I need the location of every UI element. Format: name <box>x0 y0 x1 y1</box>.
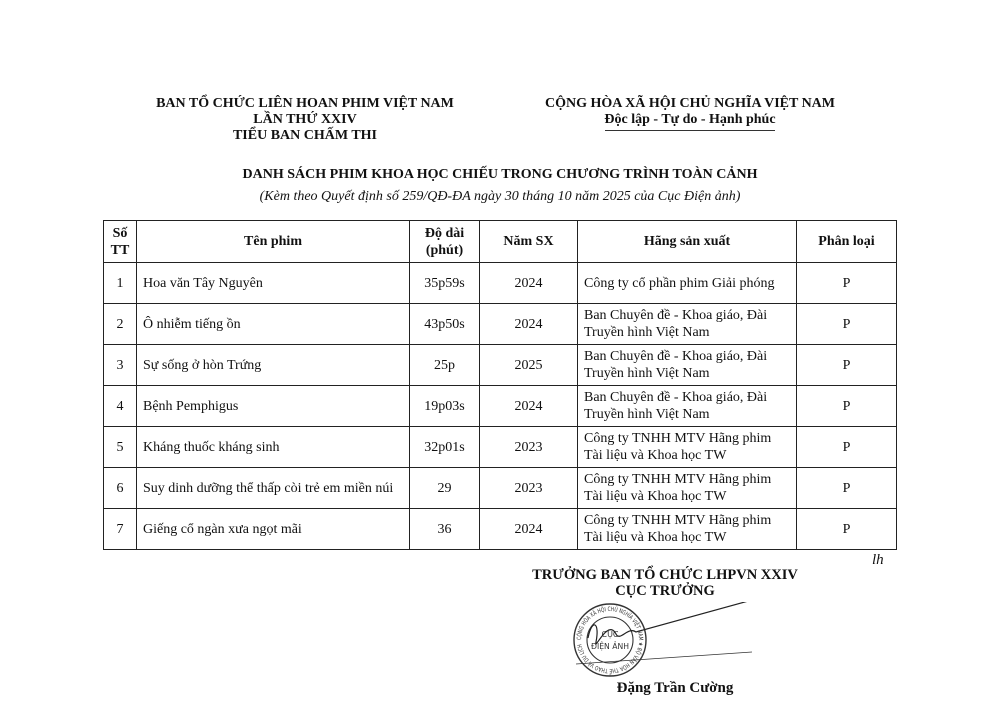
table-header-row: Số TT Tên phim Độ dài (phút) Năm SX Hãng s… <box>103 220 897 263</box>
cell-type: P <box>796 467 897 509</box>
svg-text:CỤC: CỤC <box>601 630 618 639</box>
cell-producer: Công ty TNHH MTV Hãng phim Tài liệu và K… <box>577 426 797 468</box>
cell-type: P <box>796 385 897 427</box>
national-header: CỘNG HÒA XÃ HỘI CHỦ NGHĨA VIỆT NAM Độc l… <box>510 96 870 131</box>
film-table: Số TT Tên phim Độ dài (phút) Năm SX Hãng s… <box>103 220 897 550</box>
country-name: CỘNG HÒA XÃ HỘI CHỦ NGHĨA VIỆT NAM <box>544 96 835 111</box>
cell-name: Bệnh Pemphigus <box>136 385 410 427</box>
signer-block: TRƯỞNG BAN TỔ CHỨC LHPVN XXIV CỤC TRƯỞNG <box>520 567 810 599</box>
cell-name: Giếng cổ ngàn xưa ngọt mãi <box>136 508 410 550</box>
initials-mark: lh <box>872 552 884 568</box>
svg-text:ĐIỆN ẢNH: ĐIỆN ẢNH <box>591 640 629 652</box>
cell-type: P <box>796 344 897 386</box>
table-row: 1 Hoa văn Tây Nguyên 35p59s 2024 Công ty cổ … <box>103 262 897 304</box>
table-row: 3 Sự sống ở hòn Trứng 25p 2025 Ban Chuyên đề… <box>103 344 897 386</box>
cell-name: Suy dinh dưỡng thể thấp còi trẻ em miền … <box>136 467 410 509</box>
cell-type: P <box>796 426 897 468</box>
cell-length: 19p03s <box>409 385 480 427</box>
signer-name: Đặng Trần Cường <box>616 680 734 696</box>
cell-producer: Ban Chuyên đề - Khoa giáo, Đài Truyền hì… <box>577 385 797 427</box>
signer-title: TRƯỞNG BAN TỔ CHỨC LHPVN XXIV <box>532 567 798 583</box>
cell-length: 43p50s <box>409 303 480 345</box>
motto: Độc lập - Tự do - Hạnh phúc <box>604 112 776 127</box>
cell-stt: 1 <box>103 262 137 304</box>
table-row: 7 Giếng cổ ngàn xưa ngọt mãi 36 2024 Công ty… <box>103 508 897 550</box>
cell-name: Kháng thuốc kháng sinh <box>136 426 410 468</box>
header-length: Độ dài (phút) <box>409 220 480 263</box>
cell-year: 2024 <box>479 385 578 427</box>
cell-producer: Công ty cổ phần phim Giải phóng <box>577 262 797 304</box>
cell-stt: 3 <box>103 344 137 386</box>
cell-stt: 4 <box>103 385 137 427</box>
cell-producer: Ban Chuyên đề - Khoa giáo, Đài Truyền hì… <box>577 344 797 386</box>
signature-scribble <box>587 602 748 645</box>
header-type: Phân loại <box>796 220 897 263</box>
cell-year: 2023 <box>479 426 578 468</box>
svg-text:CỘNG HÒA XÃ HỘI CHỦ NGHĨA VIỆT: CỘNG HÒA XÃ HỘI CHỦ NGHĨA VIỆT NAM ★ BỘ … <box>576 605 644 675</box>
motto-underline <box>605 130 775 131</box>
header-name: Tên phim <box>136 220 410 263</box>
cell-producer: Công ty TNHH MTV Hãng phim Tài liệu và K… <box>577 467 797 509</box>
cell-year: 2025 <box>479 344 578 386</box>
official-stamp: CỘNG HÒA XÃ HỘI CHỦ NGHĨA VIỆT NAM ★ BỘ … <box>573 602 753 677</box>
cell-year: 2024 <box>479 262 578 304</box>
issuer-line: TIỂU BAN CHẤM THI <box>232 128 378 143</box>
cell-producer: Ban Chuyên đề - Khoa giáo, Đài Truyền hì… <box>577 303 797 345</box>
cell-type: P <box>796 262 897 304</box>
cell-name: Hoa văn Tây Nguyên <box>136 262 410 304</box>
header-stt: Số TT <box>103 220 137 263</box>
document-title: DANH SÁCH PHIM KHOA HỌC CHIẾU TRONG CHƯƠ… <box>242 167 758 182</box>
cell-length: 29 <box>409 467 480 509</box>
header-producer: Hãng sản xuất <box>577 220 797 263</box>
cell-length: 35p59s <box>409 262 480 304</box>
cell-length: 25p <box>409 344 480 386</box>
issuer-header: BAN TỔ CHỨC LIÊN HOAN PHIM VIỆT NAM LẦN … <box>120 96 490 144</box>
cell-name: Ô nhiễm tiếng ồn <box>136 303 410 345</box>
table-row: 5 Kháng thuốc kháng sinh 32p01s 2023 Công ty… <box>103 426 897 468</box>
cell-length: 32p01s <box>409 426 480 468</box>
cell-type: P <box>796 508 897 550</box>
cell-stt: 6 <box>103 467 137 509</box>
cell-producer: Công ty TNHH MTV Hãng phim Tài liệu và K… <box>577 508 797 550</box>
cell-name: Sự sống ở hòn Trứng <box>136 344 410 386</box>
cell-year: 2024 <box>479 508 578 550</box>
issuer-line: LẦN THỨ XXIV <box>253 112 357 127</box>
issuer-line: BAN TỔ CHỨC LIÊN HOAN PHIM VIỆT NAM <box>156 96 454 111</box>
table-row: 6 Suy dinh dưỡng thể thấp còi trẻ em miền… <box>103 467 897 509</box>
cell-type: P <box>796 303 897 345</box>
header-year: Năm SX <box>479 220 578 263</box>
cell-stt: 2 <box>103 303 137 345</box>
document-subtitle: (Kèm theo Quyết định số 259/QĐ-ĐA ngày 3… <box>259 189 741 204</box>
signer-position: CỤC TRƯỞNG <box>615 583 715 599</box>
cell-year: 2024 <box>479 303 578 345</box>
cell-stt: 7 <box>103 508 137 550</box>
table-row: 4 Bệnh Pemphigus 19p03s 2024 Ban Chuyên đề -… <box>103 385 897 427</box>
cell-stt: 5 <box>103 426 137 468</box>
cell-year: 2023 <box>479 467 578 509</box>
cell-length: 36 <box>409 508 480 550</box>
